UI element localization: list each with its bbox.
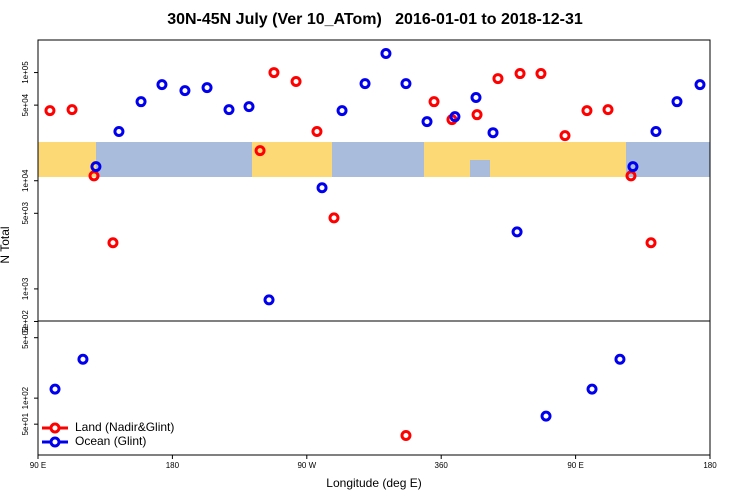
data-point [492,73,504,85]
data-point [650,126,662,138]
ocean-region [332,142,424,177]
data-point [602,104,614,116]
data-point [77,353,89,365]
data-point [487,127,499,139]
data-point [511,226,523,238]
data-point [243,101,255,113]
legend-marker [49,422,61,434]
data-point [90,161,102,173]
data-point [113,126,125,138]
data-point [559,130,571,142]
data-point [625,170,637,182]
y-tick-label: 5e+02 [21,326,30,349]
x-tick-label: 90 W [297,461,316,470]
data-point [263,294,275,306]
y-tick-label: 1e+05 [21,61,30,84]
data-point [359,78,371,90]
legend-marker [49,436,61,448]
data-point [66,104,78,116]
data-point [135,96,147,108]
y-tick-label: 1e+02 [21,386,30,409]
data-point [645,237,657,249]
data-point [694,79,706,91]
x-tick-label: 180 [166,461,180,470]
data-point [627,161,639,173]
x-tick-label: 90 E [567,461,583,470]
legend-label: Ocean (Glint) [75,434,146,448]
data-point [107,237,119,249]
data-point [223,104,235,116]
data-point [471,109,483,121]
data-point [88,170,100,182]
data-point [328,212,340,224]
data-point [290,76,302,88]
data-point [400,78,412,90]
data-point [586,383,598,395]
ocean-region [96,142,252,177]
data-point [336,105,348,117]
map-band [38,142,710,177]
y-axis-label: N Total [0,226,12,263]
plot-frame [37,39,711,456]
ocean-region [626,142,710,177]
data-point [201,82,213,94]
data-point [421,116,433,128]
data-point [268,67,280,79]
data-point [49,383,61,395]
y-tick-label: 1e+03 [21,277,30,300]
chart-title: 30N-45N July (Ver 10_ATom) 2016-01-01 to… [167,11,583,28]
y-tick-label: 5e+03 [21,202,30,225]
y-tick-label: 5e+04 [21,93,30,116]
data-point [614,353,626,365]
data-point [428,96,440,108]
ocean-region [470,160,490,177]
y-tick-label: 5e+02 [21,310,30,333]
data-point [400,429,412,441]
data-point [581,105,593,117]
x-tick-label: 180 [703,461,717,470]
data-point [316,182,328,194]
data-point [156,79,168,91]
data-point [514,68,526,80]
data-point [311,126,323,138]
data-point [449,111,461,123]
data-point [540,410,552,422]
data-point [179,85,191,97]
y-tick-label: 5e+01 [21,412,30,435]
data-point [470,92,482,104]
legend-label: Land (Nadir&Glint) [75,420,174,434]
data-point [254,145,266,157]
x-tick-label: 90 E [30,461,46,470]
x-axis-label: Longitude (deg E) [326,476,421,490]
y-tick-label: 1e+04 [21,169,30,192]
data-point [671,96,683,108]
data-point [44,105,56,117]
data-point [380,48,392,60]
x-tick-label: 360 [435,461,449,470]
data-point [535,68,547,80]
